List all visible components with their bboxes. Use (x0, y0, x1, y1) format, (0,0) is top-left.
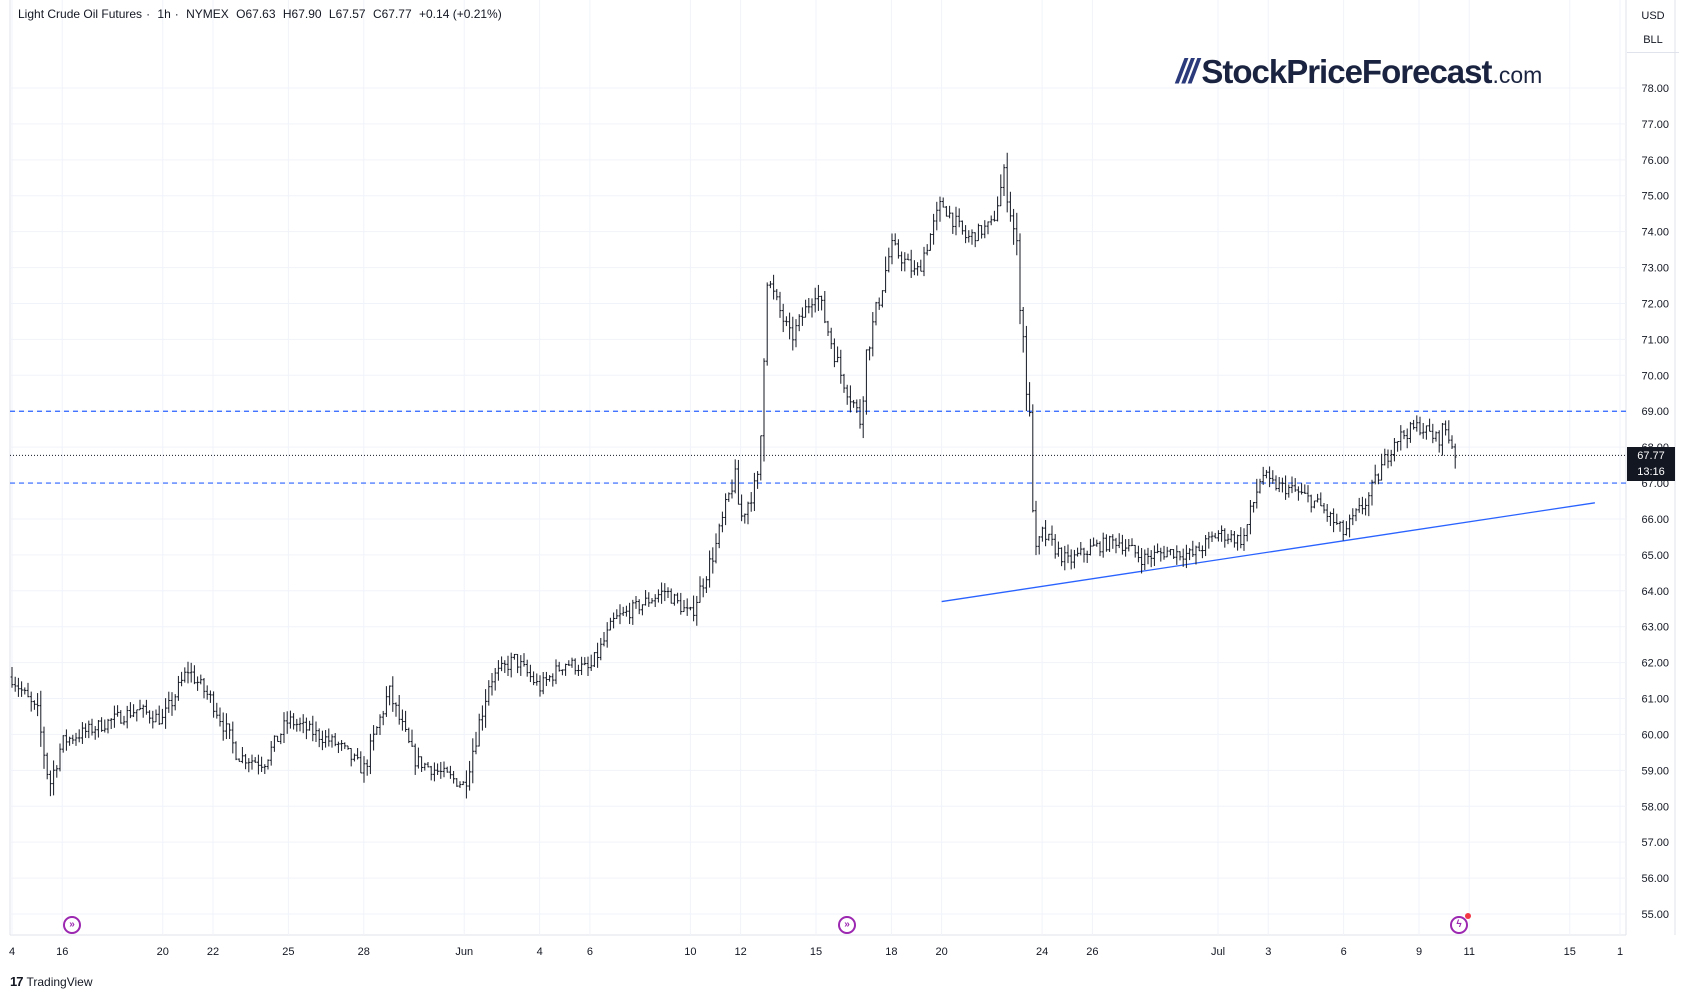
x-tick-label: 25 (282, 946, 294, 958)
x-tick-label: 4 (537, 946, 543, 958)
support-trendline (941, 502, 1595, 603)
x-tick-label: 18 (885, 946, 897, 958)
x-tick-label: 16 (56, 946, 68, 958)
legend-separator: · (174, 7, 179, 21)
earnings-arrow-icon[interactable]: » (63, 916, 81, 934)
x-tick-label: 6 (587, 946, 593, 958)
x-tick-label: 20 (157, 946, 169, 958)
x-tick-label: 28 (358, 946, 370, 958)
legend-open: O67.63 (236, 7, 276, 21)
earnings-arrow-icon[interactable]: » (838, 916, 856, 934)
x-tick-label: 15 (810, 946, 822, 958)
y-tick-label: 62.00 (1641, 658, 1669, 670)
y-tick-label: 55.00 (1641, 909, 1669, 921)
logo-tld: .com (1492, 61, 1543, 88)
x-tick-label: 11 (1464, 946, 1475, 958)
x-tick-label: 15 (1564, 946, 1576, 958)
x-tick-label: 24 (1036, 946, 1048, 958)
legend-separator: · (146, 7, 151, 21)
logo-bars-icon: /// (1176, 52, 1198, 91)
y-tick-label: 78.00 (1641, 83, 1669, 95)
x-tick-label: 3 (1265, 946, 1271, 958)
symbol-legend: Light Crude Oil Futures · 1h · NYMEX O67.6… (18, 7, 506, 21)
legend-close: C67.77 (372, 7, 412, 21)
y-tick-label: 74.00 (1641, 227, 1669, 239)
y-tick-label: 64.00 (1641, 586, 1669, 598)
current-price-value: 67.77 (1637, 450, 1665, 462)
y-tick-label: 57.00 (1641, 837, 1669, 849)
x-tick-label: Jun (455, 946, 473, 958)
y-tick-label: 76.00 (1641, 155, 1669, 167)
lightning-icon[interactable]: ϟ (1450, 916, 1468, 934)
current-price-label: 67.77 13:16 (1627, 447, 1675, 481)
y-tick-label: 59.00 (1641, 765, 1669, 777)
unit-selector[interactable]: USD BLL (1627, 4, 1679, 53)
notification-dot (1465, 913, 1471, 919)
y-tick-label: 60.00 (1641, 729, 1669, 741)
y-tick-label: 61.00 (1641, 694, 1669, 706)
y-tick-label: 69.00 (1641, 406, 1669, 418)
y-tick-label: 65.00 (1641, 550, 1669, 562)
watermark-logo: /// StockPriceForecast .com (1176, 50, 1542, 94)
legend-exchange: NYMEX (186, 7, 229, 21)
y-tick-label: 67.00 (1641, 478, 1669, 490)
y-tick-label: 72.00 (1641, 298, 1669, 310)
y-tick-label: 63.00 (1641, 622, 1669, 634)
x-tick-label: 20 (936, 946, 948, 958)
unit-label[interactable]: BLL (1643, 34, 1663, 46)
tradingview-branding[interactable]: 17 TradingView (10, 974, 93, 989)
tradingview-logo-icon: 17 (10, 974, 24, 989)
x-tick-label: 6 (1341, 946, 1347, 958)
y-tick-label: 66.00 (1641, 514, 1669, 526)
y-tick-label: 58.00 (1641, 801, 1669, 813)
x-tick-label: 12 (735, 946, 747, 958)
legend-change: +0.14 (+0.21%) (419, 7, 502, 21)
y-tick-label: 75.00 (1641, 191, 1669, 203)
legend-low: L67.57 (328, 7, 366, 21)
current-price-countdown: 13:16 (1637, 466, 1665, 478)
x-tick-label: 1 (1617, 946, 1623, 958)
tradingview-text: TradingView (26, 974, 93, 989)
y-tick-label: 56.00 (1641, 873, 1669, 885)
y-tick-label: 71.00 (1641, 334, 1669, 346)
x-tick-label: 4 (9, 946, 15, 958)
y-tick-label: 77.00 (1641, 119, 1669, 131)
x-tick-label: 9 (1416, 946, 1422, 958)
logo-name: StockPriceForecast (1201, 53, 1492, 90)
x-tick-label: 22 (207, 946, 219, 958)
x-tick-label: Jul (1211, 946, 1225, 958)
legend-symbol: Light Crude Oil Futures (18, 7, 143, 21)
x-tick-label: 10 (684, 946, 696, 958)
legend-interval: 1h (157, 7, 171, 21)
y-tick-label: 73.00 (1641, 263, 1669, 275)
legend-high: H67.90 (282, 7, 322, 21)
x-tick-label: 26 (1086, 946, 1098, 958)
currency-label[interactable]: USD (1641, 10, 1665, 22)
y-tick-label: 70.00 (1641, 370, 1669, 382)
